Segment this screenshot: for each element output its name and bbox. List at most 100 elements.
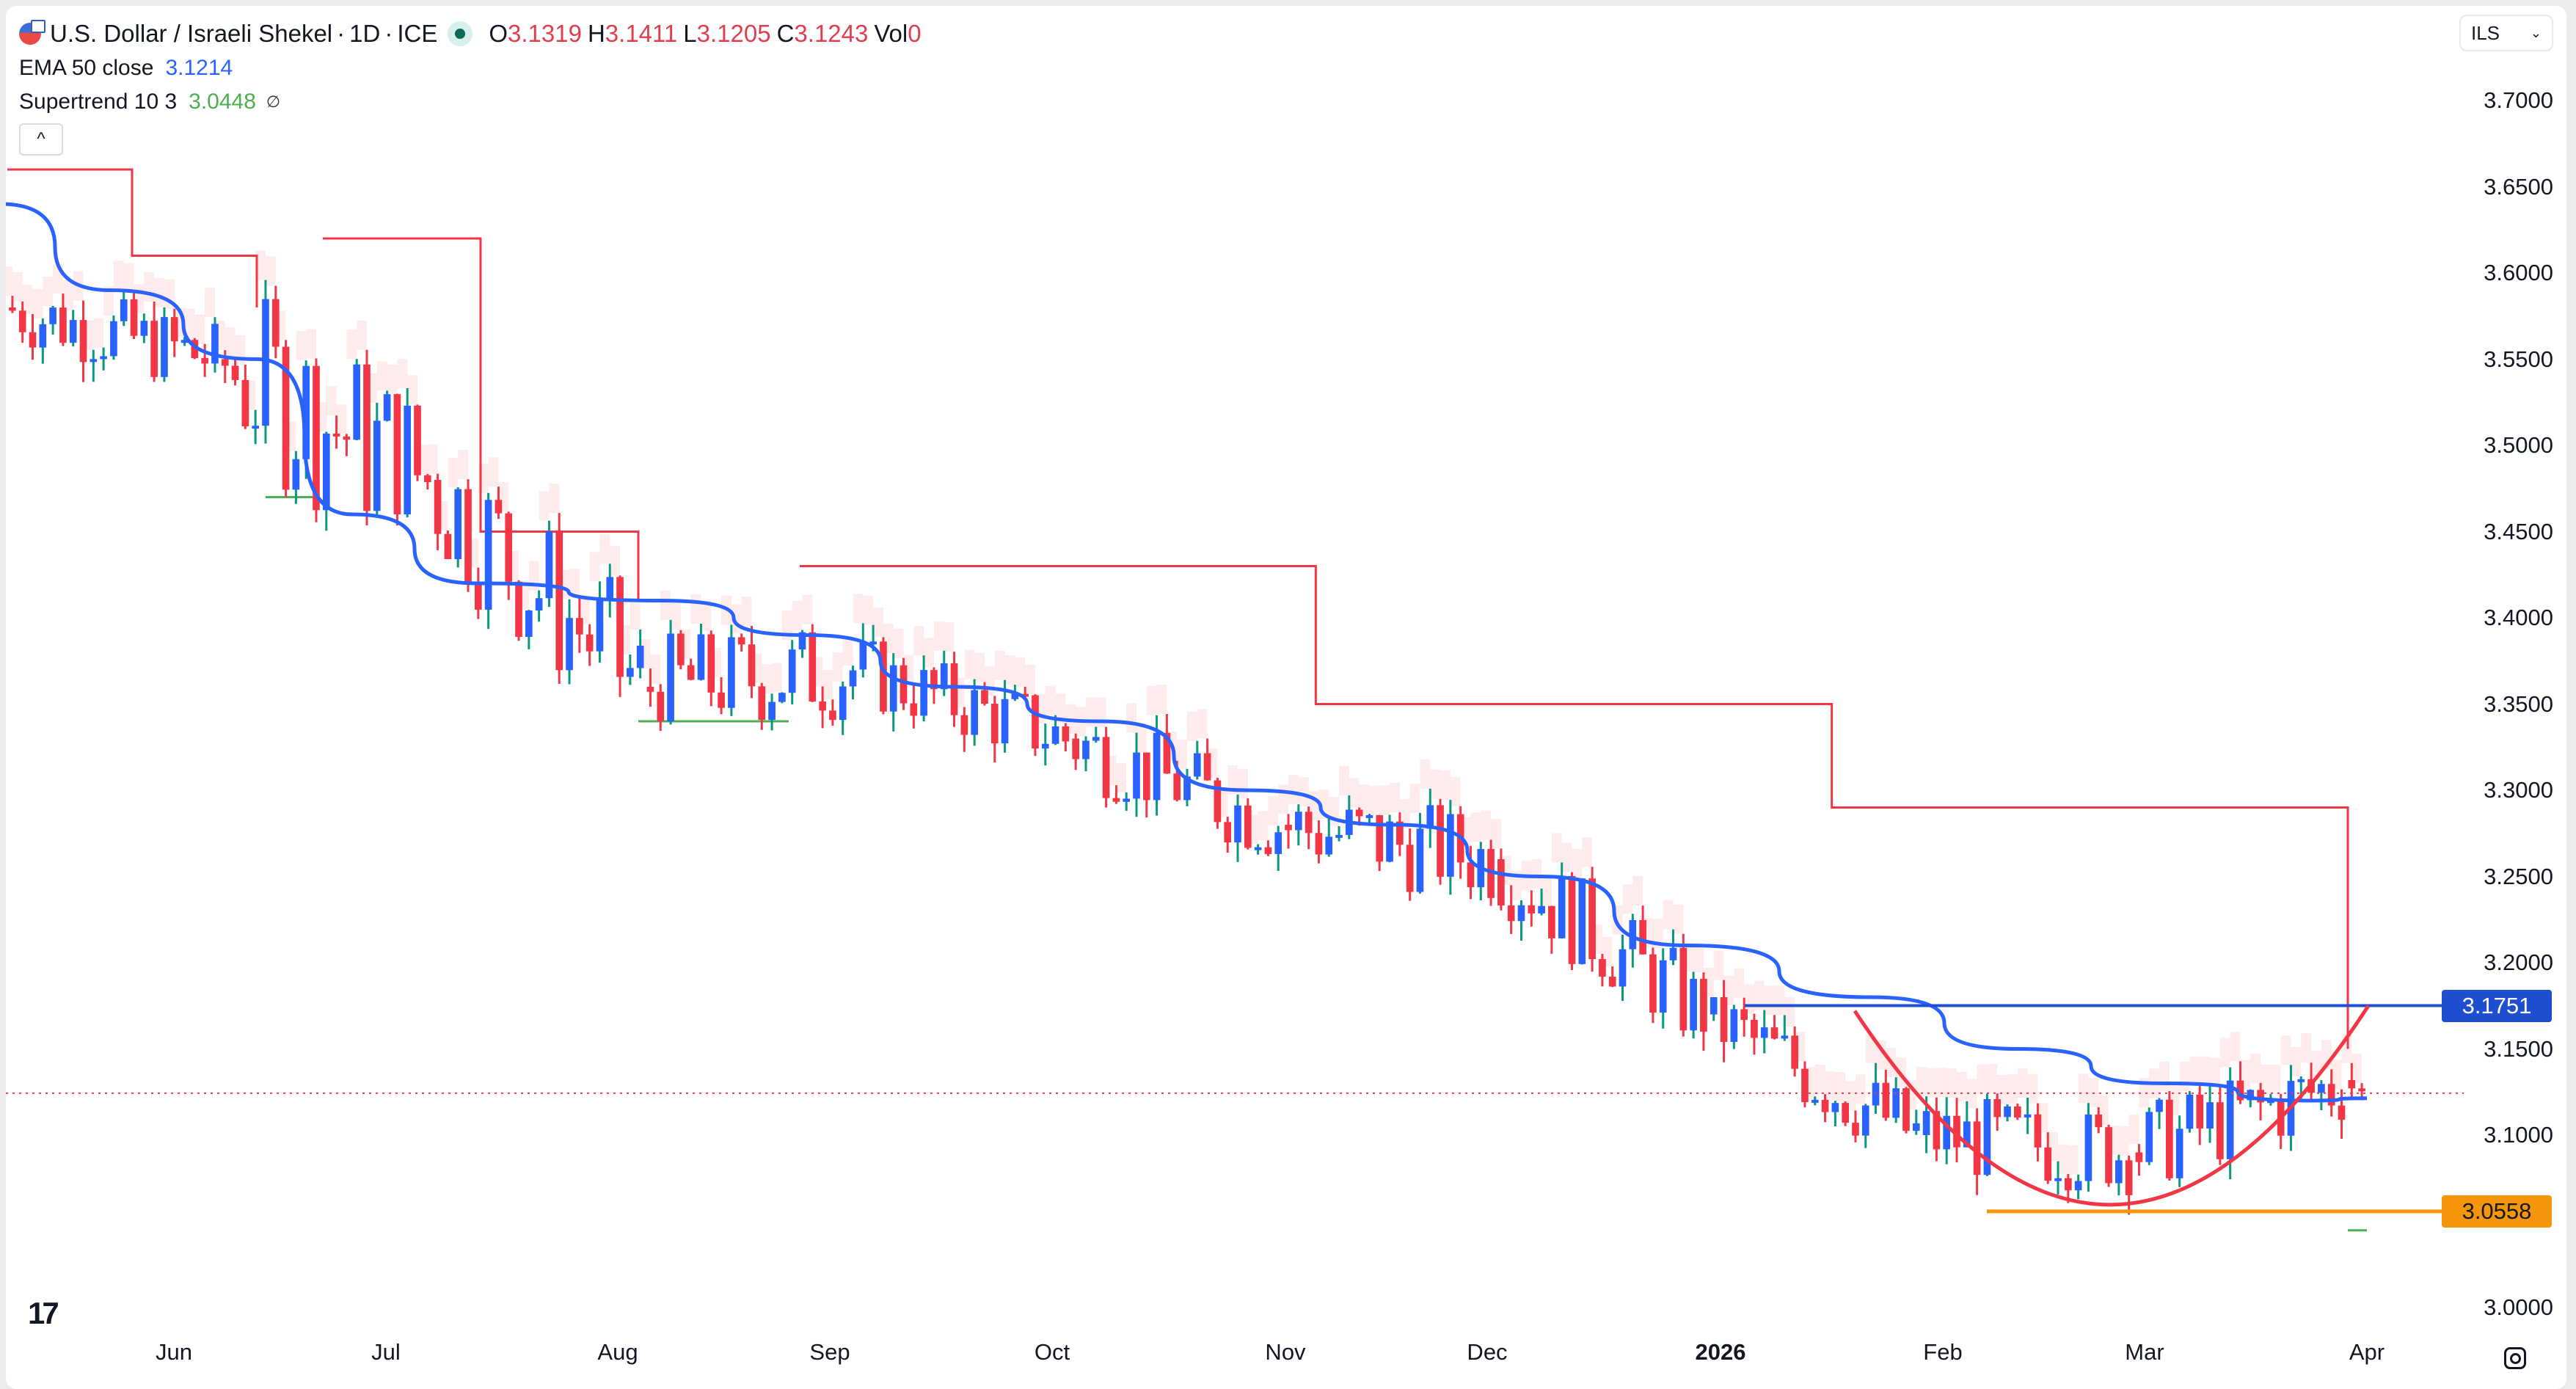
- supertrend-indicator-row[interactable]: Supertrend 10 3 3.0448 ∅: [19, 85, 922, 119]
- candle-body: [1821, 1099, 1829, 1112]
- time-axis-label: Dec: [1467, 1339, 1508, 1365]
- candle-body: [728, 637, 735, 708]
- candle-body: [1507, 905, 1515, 922]
- chart-settings-icon[interactable]: [2504, 1347, 2526, 1369]
- candle-body: [262, 299, 269, 426]
- candle-body: [505, 513, 513, 582]
- currency-select[interactable]: ILS ⌄: [2459, 15, 2553, 51]
- supertrend-value: 3.0448: [189, 90, 256, 114]
- candle-body: [687, 665, 695, 680]
- candle-body: [1538, 905, 1545, 914]
- candle-body: [1599, 959, 1606, 977]
- candle-body: [2297, 1079, 2305, 1082]
- price-axis-label: 3.1500: [2484, 1035, 2553, 1062]
- price-axis-label: 3.6500: [2484, 173, 2553, 200]
- candle-body: [100, 356, 107, 360]
- price-axis-label: 3.4000: [2484, 605, 2553, 630]
- candle-body: [343, 436, 351, 440]
- candle-body: [545, 531, 553, 599]
- candle-body: [292, 459, 300, 490]
- candle-body: [1943, 1115, 1951, 1150]
- candle-body: [59, 307, 67, 343]
- candle-body: [1973, 1121, 1981, 1175]
- candle-body: [332, 433, 340, 437]
- candle-body: [515, 581, 522, 637]
- candle-body: [576, 618, 583, 635]
- candle-body: [1203, 753, 1211, 781]
- candle-body: [404, 405, 412, 514]
- candle-body: [454, 489, 462, 559]
- candle-body: [2216, 1102, 2224, 1159]
- candle-body: [2074, 1181, 2082, 1191]
- candle-body: [1528, 905, 1536, 914]
- candle-body: [2267, 1100, 2274, 1104]
- candle-body: [697, 634, 705, 680]
- candle-body: [2064, 1178, 2072, 1191]
- price-axis-label: 3.7000: [2484, 87, 2553, 113]
- us-israel-flag-icon: [19, 20, 45, 45]
- candle-body: [2327, 1084, 2335, 1106]
- candle-body: [2318, 1084, 2325, 1093]
- candle-body: [1092, 737, 1100, 741]
- candle-body: [9, 307, 16, 311]
- candle-body: [1041, 743, 1049, 749]
- time-axis-label: 2026: [1695, 1339, 1746, 1365]
- candle-body: [636, 646, 644, 668]
- candle-body: [2135, 1152, 2143, 1162]
- candle-body: [2236, 1080, 2244, 1101]
- candle-body: [1183, 776, 1191, 801]
- candle-body: [2013, 1106, 2021, 1118]
- candle-body: [667, 633, 674, 721]
- supertrend-line: [800, 565, 2349, 1049]
- candle-body: [525, 610, 533, 637]
- candle-body: [1963, 1121, 1971, 1148]
- ema-indicator-row[interactable]: EMA 50 close 3.1214: [19, 51, 922, 85]
- candle-body: [1710, 997, 1718, 1015]
- candle-body: [1315, 833, 1323, 855]
- price-axis-label: 3.4500: [2484, 518, 2553, 544]
- candle-body: [1659, 960, 1667, 1013]
- hidden-eye-icon[interactable]: ∅: [266, 92, 281, 111]
- candle-body: [1254, 847, 1262, 850]
- candle-body: [1922, 1111, 1930, 1135]
- candle-body: [444, 533, 452, 559]
- candle-body: [910, 703, 918, 716]
- chart-panel: U.S. Dollar / Israeli Shekel · 1D · ICE …: [6, 6, 2566, 1389]
- price-chart-canvas[interactable]: [6, 6, 2566, 1389]
- candle-body: [1811, 1099, 1819, 1103]
- candle-body: [1274, 832, 1282, 854]
- candle-body: [1953, 1115, 1960, 1148]
- candle-body: [1325, 836, 1333, 855]
- candle-body: [2186, 1094, 2194, 1129]
- candle-body: [1751, 1019, 1758, 1038]
- candle-body: [1335, 834, 1343, 838]
- candle-body: [1983, 1099, 1991, 1175]
- candle-body: [1619, 949, 1627, 987]
- price-level-tag[interactable]: 3.0558: [2442, 1195, 2552, 1228]
- candle-body: [1669, 947, 1677, 960]
- ema-line: [6, 202, 2368, 1103]
- candle-body: [1406, 845, 1414, 892]
- candle-body: [423, 475, 431, 483]
- collapse-legend-button[interactable]: ^: [19, 123, 63, 156]
- candle-body: [1355, 809, 1363, 817]
- candle-body: [778, 693, 786, 702]
- tradingview-logo[interactable]: 17: [28, 1296, 59, 1330]
- candle-body: [707, 634, 715, 693]
- candle-body: [2004, 1106, 2011, 1118]
- candle-body: [1173, 773, 1181, 801]
- candle-body: [1690, 979, 1697, 1031]
- candle-body: [1558, 875, 1566, 938]
- symbol-row[interactable]: U.S. Dollar / Israeli Shekel · 1D · ICE …: [19, 16, 922, 51]
- supertrend-line: [323, 237, 640, 601]
- candle-body: [1578, 878, 1586, 964]
- price-level-tag[interactable]: 3.1751: [2442, 989, 2552, 1022]
- candle-body: [646, 687, 654, 692]
- candle-body: [1365, 814, 1373, 818]
- candle-body: [1001, 699, 1009, 744]
- volume-value: 0: [908, 20, 922, 47]
- market-status-icon[interactable]: [448, 21, 473, 46]
- candle-body: [2145, 1112, 2153, 1162]
- candle-body: [1396, 821, 1404, 845]
- candle-body: [231, 365, 239, 380]
